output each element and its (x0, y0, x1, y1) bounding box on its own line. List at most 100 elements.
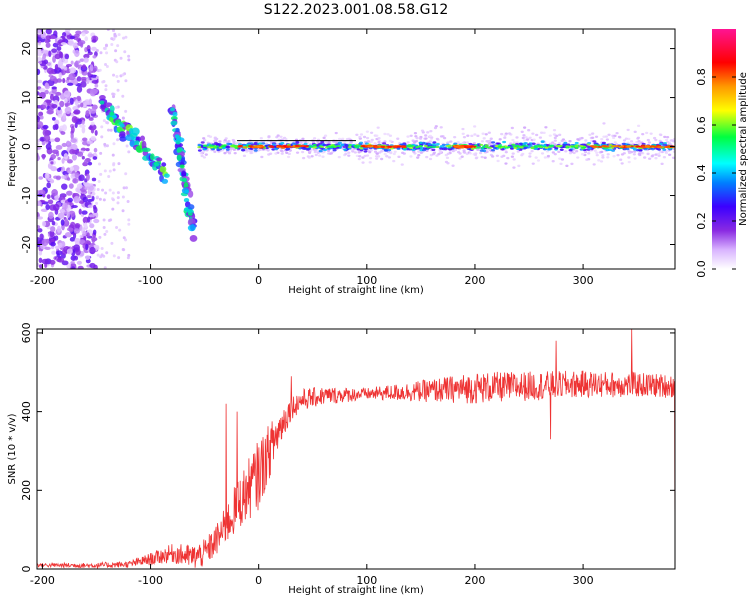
spectrogram-cell (163, 173, 170, 178)
spectrogram-cell (37, 115, 41, 123)
spectrogram-cell (662, 156, 667, 159)
spectrogram-cell (42, 124, 49, 130)
spectrogram-cell (326, 149, 331, 152)
spectrogram-cell (621, 142, 626, 146)
spectrogram-cell (512, 166, 516, 169)
spectrogram-cell (470, 134, 474, 138)
spectrogram-cell (57, 242, 63, 249)
spectrogram-cell (54, 53, 61, 60)
spectrogram-cell (552, 128, 557, 132)
spectrogram-cell (70, 261, 75, 265)
spectrogram-cell (61, 260, 69, 266)
y-tick-label: -20 (20, 236, 33, 254)
spectrogram-cell (64, 53, 70, 60)
spectrogram-cell (357, 151, 361, 154)
spectrogram-cell (104, 44, 108, 48)
spectrogram-cell (187, 190, 194, 198)
spectrogram-cell (649, 132, 653, 135)
spectrogram-cell (184, 189, 190, 194)
spectrogram-cell (428, 157, 433, 161)
spectrogram-cell (433, 126, 438, 130)
spectrogram-cell (558, 157, 562, 160)
spectrogram-cell (559, 148, 564, 151)
spectrogram-cell (116, 88, 120, 92)
spectrogram-cell (633, 150, 637, 153)
spectrogram-cell (40, 104, 47, 110)
spectrogram-cell (425, 155, 429, 159)
spectrogram-cell (81, 155, 85, 160)
spectrogram-cell (42, 154, 46, 160)
spectrogram-cell (671, 156, 675, 160)
spectrogram-cell (71, 266, 76, 269)
spectrogram-cell (448, 148, 453, 151)
spectrogram-cell (512, 141, 516, 144)
x-tick-label: 200 (464, 574, 485, 587)
spectrogram-cell (117, 33, 121, 37)
spectrogram-cell (37, 49, 43, 57)
spectrogram-cell (124, 79, 128, 83)
spectrogram-cell (527, 128, 531, 132)
spectrogram-cell (91, 237, 96, 243)
spectrogram-cell (439, 126, 443, 129)
spectrogram-cell (626, 128, 630, 132)
spectrogram-cell (363, 154, 367, 158)
spectrogram-cell (520, 130, 524, 134)
spectrogram-cell (500, 132, 504, 136)
spectrogram-cell (51, 48, 58, 53)
spectrogram-cell (533, 145, 538, 148)
spectrogram-cell (87, 216, 91, 223)
spectrogram-cell (510, 155, 515, 158)
spectrogram-cell (278, 145, 284, 148)
spectrogram-cell (97, 162, 101, 166)
spectrogram-cell (530, 147, 535, 150)
spectrogram-cell (521, 152, 525, 156)
spectrogram-cell (95, 75, 99, 79)
colorbar-tick-label: 0.8 (695, 68, 708, 86)
colorbar-tick-label: 0.4 (695, 164, 708, 182)
spectrogram-cell (443, 147, 448, 151)
spectrogram-cell (550, 144, 555, 147)
spectrogram-cell (646, 138, 650, 142)
spectrogram-cell (451, 164, 455, 167)
spectrogram-cell (479, 143, 484, 146)
spectrogram-cell (413, 152, 417, 155)
spectrogram-cell (112, 254, 116, 258)
spectrogram-cell (112, 162, 116, 166)
spectrogram-cell (93, 147, 98, 153)
spectrogram-cell (539, 146, 544, 149)
spectrogram-cell (483, 156, 487, 159)
spectrogram-cell (660, 162, 664, 166)
spectrogram-cell (584, 139, 588, 142)
spectrogram-cell (396, 137, 400, 140)
spectrogram-cell (76, 76, 82, 82)
spectrogram-cell (512, 158, 516, 161)
spectrogram-cell (66, 248, 73, 255)
spectrogram-cell (435, 143, 440, 146)
spectrogram-y-axis: -20 -10 0 10 20 (20, 42, 675, 254)
spectrogram-cell (358, 135, 362, 139)
spectrogram-cell (175, 140, 181, 145)
spectrogram-cell (429, 129, 433, 133)
spectrogram-cell (54, 235, 59, 241)
spectrogram-cell (87, 153, 95, 157)
spectrogram-cell (64, 106, 72, 115)
spectrogram-cell (387, 145, 393, 148)
spectrogram-cell (347, 151, 351, 154)
spectrogram-cell (122, 236, 126, 240)
spectrogram-cell (258, 142, 263, 145)
spectrogram-cell (126, 199, 130, 203)
spectrogram-cell (558, 133, 562, 137)
spectrogram-cell (458, 157, 462, 160)
spectrogram-cell (156, 157, 163, 162)
spectrogram-cell (65, 79, 70, 84)
spectrogram-cell (95, 49, 99, 53)
spectrogram-cell (121, 248, 125, 252)
spectrogram-cell (644, 145, 650, 148)
spectrogram-cell (116, 196, 120, 200)
spectrogram-cell (511, 143, 516, 146)
spectrogram-cell (637, 124, 641, 128)
spectrogram-cell (570, 145, 575, 148)
spectrogram-marks (37, 29, 675, 269)
spectrogram-cell (585, 158, 589, 161)
spectrogram-cell (124, 35, 128, 39)
